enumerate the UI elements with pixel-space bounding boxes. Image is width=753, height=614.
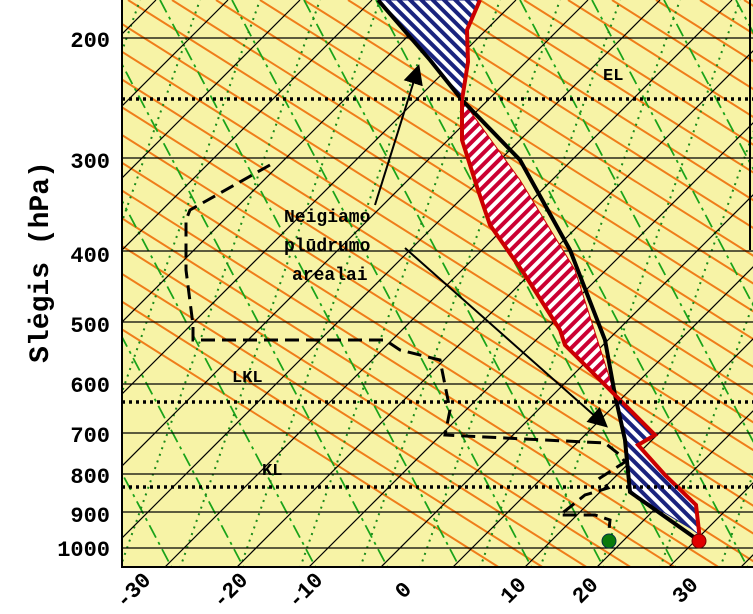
mixing-ratio-line	[299, 0, 501, 568]
x-tick: 0	[391, 578, 418, 605]
y-tick: 600	[70, 374, 110, 399]
y-tick: 300	[70, 150, 110, 175]
mixing-ratio-line	[179, 0, 381, 568]
dry-adiabat-line	[122, 189, 721, 568]
dry-adiabat-line	[122, 106, 753, 507]
x-tick: -10	[283, 568, 329, 614]
isotherm-line	[0, 0, 12, 568]
mixing-ratio-line	[539, 0, 741, 568]
dry-adiabat-line	[122, 50, 753, 452]
surface-temperature-marker	[691, 533, 707, 549]
isotherm-line	[595, 410, 753, 568]
y-tick: 400	[70, 244, 110, 269]
temperature-profile	[460, 0, 702, 541]
isotherm-line	[122, 0, 445, 323]
annotation-arrow-lower	[404, 247, 608, 428]
isotherm-line	[122, 0, 661, 539]
dry-adiabat-line	[567, 0, 753, 118]
dry-adiabat-line	[523, 0, 753, 146]
isotherms	[0, 0, 753, 568]
x-tick: 30	[668, 573, 704, 609]
annotation-line-2: plūdrumo	[284, 237, 370, 257]
isotherm-line	[163, 0, 733, 568]
annotation-line-1: Neigiamo	[284, 208, 370, 228]
dry-adiabat-line	[122, 217, 677, 568]
dry-adiabat-line	[122, 300, 545, 568]
surface-dewpoint-marker	[601, 533, 617, 549]
dry-adiabat-line	[435, 0, 753, 202]
isotherm-line	[523, 338, 753, 568]
isotherm-line	[122, 0, 589, 467]
y-tick: 900	[70, 504, 110, 529]
dry-adiabat-line	[122, 272, 589, 568]
parcel-path	[376, 0, 700, 542]
dry-adiabat-line	[391, 0, 753, 230]
mixing-ratio-line	[122, 0, 321, 566]
annotation-arrow-upper	[374, 64, 423, 206]
y-tick: 1000	[57, 538, 110, 563]
y-tick: 700	[70, 424, 110, 449]
y-tick: 800	[70, 465, 110, 490]
x-tick: 10	[496, 573, 532, 609]
dry-adiabat-line	[303, 0, 753, 285]
x-axis-ticks: -30 -20 -10 0 10 20 30	[111, 568, 704, 614]
y-axis-ticks: 200 300 400 500 600 700 800 900 1000	[57, 29, 110, 563]
dewpoint-profile	[184, 163, 628, 541]
isotherm-line	[451, 266, 753, 568]
dry-adiabat-line	[347, 0, 753, 257]
mixing-ratio-line	[599, 130, 753, 568]
dry-adiabat-line	[122, 161, 753, 563]
y-axis-title: Slėgis (hPa)	[26, 161, 57, 363]
isotherm-line	[235, 50, 753, 568]
mixing-ratio-line	[0, 0, 20, 568]
y-tick: 500	[70, 314, 110, 339]
dry-adiabat-line	[122, 328, 501, 568]
el-label: EL	[603, 67, 623, 86]
dry-adiabat-line	[215, 0, 753, 341]
dry-adiabat-line	[122, 244, 633, 568]
annotation-line-3: arealai	[292, 266, 368, 286]
isotherm-line	[307, 122, 753, 568]
mixing-ratio-line	[239, 0, 441, 568]
isotherm-line	[122, 0, 301, 179]
x-tick: -20	[208, 568, 254, 614]
y-tick: 200	[70, 29, 110, 54]
x-tick: -30	[111, 568, 157, 614]
isotherm-line	[122, 0, 373, 251]
mixing-ratio-line	[359, 0, 561, 568]
x-tick: 20	[568, 573, 604, 609]
dry-adiabat-line	[479, 0, 753, 174]
isotherm-line	[122, 0, 517, 395]
dry-adiabat-line	[171, 0, 753, 368]
isotherm-line	[122, 0, 229, 107]
kl-label: KL	[262, 462, 282, 481]
isotherm-line	[379, 194, 753, 568]
lkl-label: LKL	[232, 369, 263, 388]
